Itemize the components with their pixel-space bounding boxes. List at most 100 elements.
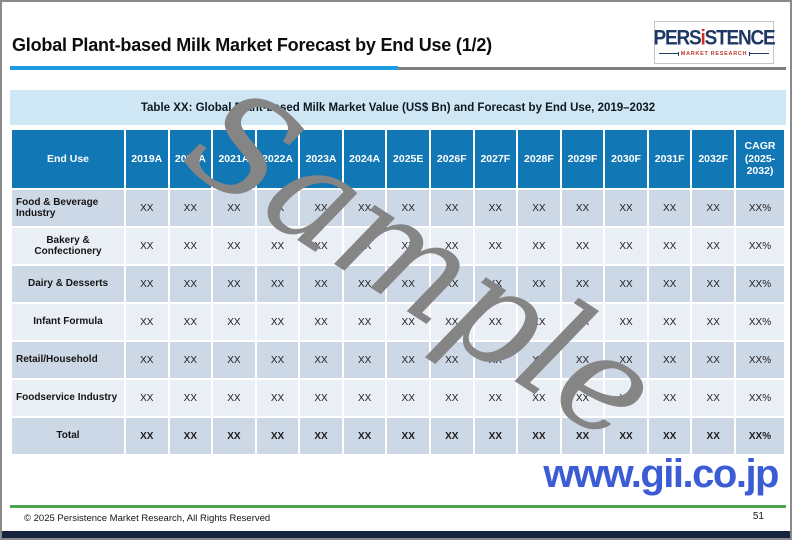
table-cell: XX [387,342,429,378]
table-cell: XX [343,304,386,340]
table-cell: XX [605,418,647,454]
table-cell: XX [213,380,255,416]
table-cell: XX [431,380,473,416]
table-cell: XX [648,342,691,378]
table-cell: XX% [736,380,784,416]
table-cell: XX [692,304,734,340]
column-header-2030f: 2030F [605,130,647,188]
table-cell: XX [561,304,604,340]
table-cell: XX [605,380,647,416]
table-cell: XX [561,380,604,416]
column-header-2028f: 2028F [518,130,560,188]
table-cell: XX [692,342,734,378]
table-cell: XX [518,228,560,264]
table-cell: XX [387,418,429,454]
table-cell: XX [300,342,342,378]
table-cell: XX [256,190,299,226]
table-cell: XX [213,342,255,378]
logo-tagline-row: MARKET RESEARCH [659,51,770,57]
column-header-2025e: 2025E [387,130,429,188]
table-cell: XX [126,190,168,226]
title-underline [10,66,786,70]
table-cell: XX% [736,342,784,378]
table-cell: XX [343,266,386,302]
table-cell: XX [343,418,386,454]
column-header-2027f: 2027F [474,130,517,188]
table-cell: XX [692,380,734,416]
table-cell: XX [169,418,212,454]
table-cell: XX [300,228,342,264]
row-label-retail-household: Retail/Household [12,342,124,378]
table-cell: XX [256,228,299,264]
table-cell: XX [343,228,386,264]
logo-tagline-right-tick [749,51,751,56]
table-cell: XX [518,190,560,226]
table-cell: XX [126,304,168,340]
table-cell: XX [474,266,517,302]
table-cell: XX [474,418,517,454]
column-header-2020a: 2020A [169,130,212,188]
table-cell: XX [343,190,386,226]
column-header-2023a: 2023A [300,130,342,188]
table-cell: XX [431,228,473,264]
row-label-food-beverage-industry: Food & Beverage Industry [12,190,124,226]
table-cell: XX [387,304,429,340]
page-number: 51 [752,511,764,522]
table-cell: XX [300,266,342,302]
table-cell: XX [387,266,429,302]
column-header-cagr-2025-2032: CAGR (2025-2032) [736,130,784,188]
table-cell: XX [431,304,473,340]
table-cell: XX [605,190,647,226]
table-cell: XX [169,266,212,302]
table-cell: XX [431,418,473,454]
column-header-2026f: 2026F [431,130,473,188]
table-cell: XX [648,304,691,340]
column-header-2024a: 2024A [343,130,386,188]
table-cell: XX [256,380,299,416]
table-cell: XX [126,418,168,454]
column-header-end-use: End Use [12,130,124,188]
title-underline-blue-segment [10,66,398,70]
table-cell: XX% [736,418,784,454]
table-cell: XX [648,266,691,302]
title-underline-gray-segment [398,66,786,70]
table-cell: XX [431,266,473,302]
copyright-text: © 2025 Persistence Market Research, All … [24,513,271,524]
table-cell: XX [605,228,647,264]
table-cell: XX [169,342,212,378]
logo-tagline-left-line [659,53,678,54]
table-cell: XX [300,418,342,454]
table-cell: XX [648,418,691,454]
table-cell: XX [300,190,342,226]
table-cell: XX [518,266,560,302]
gii-site-watermark: www.gii.co.jp [543,452,779,496]
table-cell: XX [256,304,299,340]
table-cell: XX [692,266,734,302]
logo-tagline-left-tick [677,51,679,56]
table-cell: XX [213,228,255,264]
table-cell: XX [518,418,560,454]
table-cell: XX [474,342,517,378]
page-title: Global Plant-based Milk Market Forecast … [12,35,492,55]
table-cell: XX [692,190,734,226]
column-header-2031f: 2031F [648,130,691,188]
table-cell: XX [692,228,734,264]
table-cell: XX [648,228,691,264]
table-cell: XX [605,266,647,302]
row-label-dairy-desserts: Dairy & Desserts [12,266,124,302]
column-header-2021a: 2021A [213,130,255,188]
table-cell: XX [213,418,255,454]
table-cell: XX [300,380,342,416]
table-cell: XX [561,418,604,454]
table-cell: XX% [736,228,784,264]
table-cell: XX [561,228,604,264]
table-cell: XX [169,190,212,226]
table-cell: XX [387,228,429,264]
table-cell: XX% [736,266,784,302]
column-header-2032f: 2032F [692,130,734,188]
table-cell: XX [561,342,604,378]
table-cell: XX [169,380,212,416]
persistence-logo: PERSiSTENCE MARKET RESEARCH [654,21,776,64]
table-cell: XX [518,380,560,416]
table-cell: XX [213,190,255,226]
